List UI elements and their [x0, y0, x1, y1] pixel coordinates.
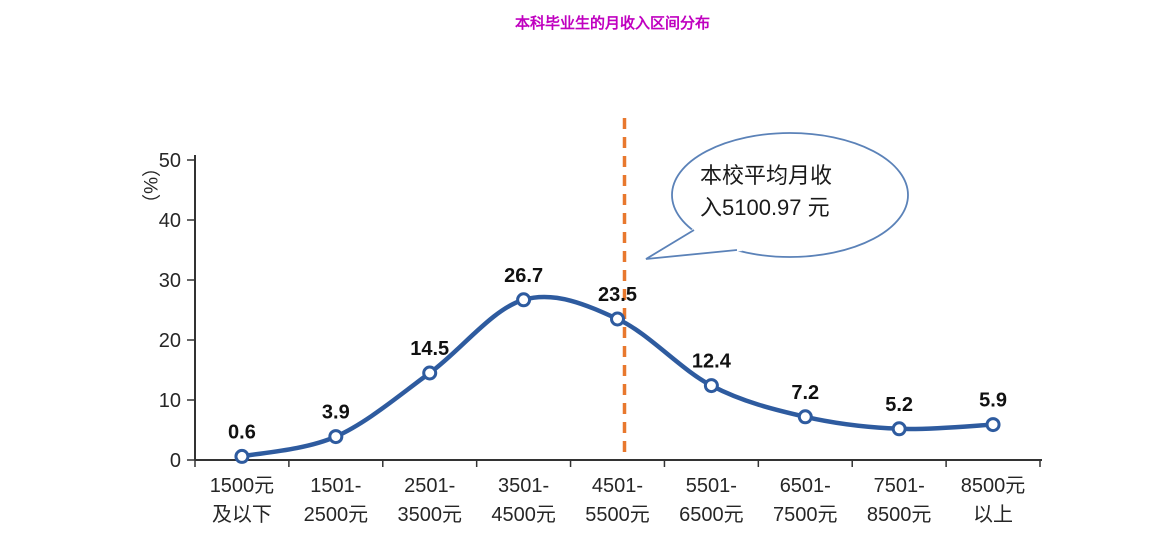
data-point-label: 0.6	[228, 421, 256, 443]
y-tick-label: 30	[159, 270, 181, 292]
data-point-label: 7.2	[791, 382, 819, 404]
data-point-label: 26.7	[504, 265, 543, 287]
data-point-marker	[797, 409, 813, 425]
y-tick-label: 20	[159, 330, 181, 352]
x-category-label: 6501-7500元	[773, 475, 838, 526]
chart-title: 本科毕业生的月收入区间分布	[514, 15, 710, 32]
x-category-label: 4501-5500元	[585, 475, 650, 526]
callout-text-line: 入5100.97 元	[700, 195, 830, 220]
x-category-label: 7501-8500元	[867, 475, 932, 526]
data-point-marker	[516, 292, 532, 308]
data-point-marker	[985, 417, 1001, 433]
x-category-label: 3501-4500元	[491, 475, 556, 526]
data-point-label: 23.5	[598, 284, 637, 306]
callout-bubble	[671, 132, 909, 258]
data-point-marker	[610, 311, 625, 327]
data-point-marker	[234, 448, 250, 464]
data-point-label: 5.2	[885, 394, 913, 416]
data-point-marker	[422, 365, 438, 381]
data-point-label: 3.9	[322, 402, 350, 424]
x-category-label: 2501-3500元	[397, 475, 462, 526]
data-point-marker	[328, 429, 344, 445]
x-category-label: 1501-2500元	[304, 475, 369, 526]
data-point-label: 14.5	[410, 338, 449, 360]
data-point-marker	[703, 378, 719, 394]
y-axis-title: （%）	[139, 158, 161, 213]
y-tick-label: 40	[159, 210, 181, 232]
x-category-label: 8500元以上	[961, 475, 1026, 526]
x-category-label: 5501-6500元	[679, 475, 744, 526]
y-tick-label: 50	[159, 150, 181, 172]
y-tick-label: 10	[159, 390, 181, 412]
callout-tail	[645, 229, 738, 260]
x-category-label: 1500元及以下	[210, 475, 275, 526]
y-tick-label: 0	[170, 450, 181, 472]
callout-text-line: 本校平均月收	[700, 163, 832, 188]
data-point-label: 12.4	[692, 351, 732, 373]
data-point-label: 5.9	[979, 390, 1007, 412]
data-point-marker	[891, 421, 907, 437]
